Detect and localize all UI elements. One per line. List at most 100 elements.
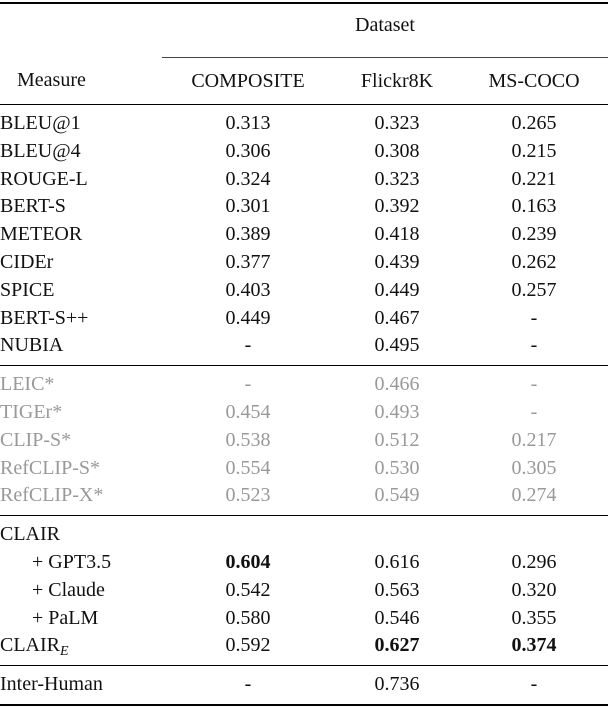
value-cell: 0.305: [511, 456, 557, 479]
dataset-group-header: Dataset: [162, 3, 608, 58]
value-cell: 0.554: [225, 456, 271, 479]
value-cell: 0.530: [374, 456, 420, 479]
measure-label: CLAIRE: [0, 634, 69, 660]
table-row: LEIC* - 0.466 -: [0, 366, 608, 399]
measure-label: NUBIA: [0, 334, 64, 357]
value-cell: -: [530, 400, 538, 423]
section-standard-measures: BLEU@1 0.313 0.323 0.265 BLEU@4 0.306 0.308 0.2…: [0, 105, 608, 366]
table-row: RefCLIP-X* 0.523 0.549 0.274: [0, 482, 608, 515]
value-cell: 0.215: [511, 139, 557, 162]
value-cell: -: [530, 306, 538, 329]
value-cell: 0.449: [225, 306, 271, 329]
value-cell: 0.306: [225, 139, 271, 162]
table-row: SPICE 0.403 0.449 0.257: [0, 277, 608, 305]
value-cell: 0.301: [225, 195, 271, 218]
measure-label: + Claude: [32, 578, 105, 601]
measure-label: + GPT3.5: [32, 550, 112, 573]
value-cell: 0.449: [374, 278, 420, 301]
table-row: + Claude 0.542 0.563 0.320: [0, 577, 608, 605]
value-cell: 0.377: [225, 250, 271, 273]
table-row: NUBIA - 0.495 -: [0, 332, 608, 365]
measure-label: + PaLM: [32, 606, 99, 629]
value-cell: 0.512: [374, 428, 420, 451]
group-header-row: Dataset: [0, 3, 608, 58]
section-clair-measures: CLAIR + GPT3.5 0.604 0.616 0.296 + Claude 0.54…: [0, 515, 608, 666]
value-cell: 0.296: [511, 550, 557, 573]
value-cell: -: [530, 373, 538, 396]
table-row: CLAIR: [0, 516, 608, 549]
value-cell: 0.324: [225, 167, 271, 190]
value-cell: 0.418: [374, 223, 420, 246]
value-cell: 0.454: [225, 400, 271, 423]
value-cell: 0.549: [374, 484, 420, 507]
value-cell: 0.313: [225, 112, 271, 134]
table-header: Dataset Measure COMPOSITE Flickr8K MS-CO…: [0, 3, 608, 105]
section-inter-human: Inter-Human - 0.736 -: [0, 665, 608, 705]
value-cell: 0.542: [225, 578, 271, 601]
table-row: TIGEr* 0.454 0.493 -: [0, 399, 608, 427]
measure-label: Inter-Human: [0, 673, 103, 696]
value-cell: 0.736: [374, 673, 420, 696]
value-cell: 0.221: [511, 167, 557, 190]
measure-label: LEIC*: [0, 373, 55, 396]
table-row: CLIP-S* 0.538 0.512 0.217: [0, 427, 608, 455]
value-cell: 0.439: [374, 250, 420, 273]
measure-label: BERT-S: [0, 195, 66, 218]
value-cell: 0.403: [225, 278, 271, 301]
table-row: CLAIRE 0.592 0.627 0.374: [0, 632, 608, 665]
measure-label: METEOR: [0, 223, 83, 246]
measure-label: CIDEr: [0, 250, 54, 273]
table-row: METEOR 0.389 0.418 0.239: [0, 221, 608, 249]
value-cell: 0.262: [511, 250, 557, 273]
value-cell: 0.580: [225, 606, 271, 629]
value-cell: 0.466: [374, 373, 420, 396]
table-row: BLEU@1 0.313 0.323 0.265: [0, 105, 608, 138]
value-cell: 0.320: [511, 578, 557, 601]
value-cell: 0.392: [374, 195, 420, 218]
value-cell: 0.374: [511, 634, 557, 657]
value-cell: 0.389: [225, 223, 271, 246]
column-header-row: Measure COMPOSITE Flickr8K MS-COCO: [0, 57, 608, 105]
table-row: + PaLM 0.580 0.546 0.355: [0, 605, 608, 633]
value-cell: -: [530, 673, 538, 696]
value-cell: [460, 516, 608, 549]
table-row: Inter-Human - 0.736 -: [0, 666, 608, 705]
column-header-mscoco: MS-COCO: [460, 57, 608, 105]
table-row: BLEU@4 0.306 0.308 0.215: [0, 138, 608, 166]
measure-label: SPICE: [0, 278, 55, 301]
value-cell: 0.239: [511, 223, 557, 246]
value-cell: 0.592: [225, 634, 271, 657]
value-cell: -: [530, 334, 538, 357]
value-cell: 0.257: [511, 278, 557, 301]
measure-label: ROUGE-L: [0, 167, 88, 190]
value-cell: 0.265: [511, 112, 557, 134]
table-row: RefCLIP-S* 0.554 0.530 0.305: [0, 455, 608, 483]
measure-label: BERT-S++: [0, 306, 89, 329]
value-cell: 0.616: [374, 550, 420, 573]
measure-label: CLAIR: [0, 523, 60, 546]
value-cell: [162, 516, 334, 549]
measure-label: RefCLIP-X*: [0, 484, 104, 507]
value-cell: 0.323: [374, 112, 420, 134]
measure-label: BLEU@4: [0, 139, 81, 162]
value-cell: 0.274: [511, 484, 557, 507]
value-cell: -: [244, 334, 252, 357]
value-cell: 0.323: [374, 167, 420, 190]
value-cell: 0.493: [374, 400, 420, 423]
value-cell: 0.467: [374, 306, 420, 329]
value-cell: 0.308: [374, 139, 420, 162]
value-cell: 0.523: [225, 484, 271, 507]
table-row: BERT-S++ 0.449 0.467 -: [0, 305, 608, 333]
measure-label: RefCLIP-S*: [0, 456, 100, 479]
value-cell: -: [244, 373, 252, 396]
value-cell: 0.495: [374, 334, 420, 357]
value-cell: 0.627: [374, 634, 420, 657]
table-row: + GPT3.5 0.604 0.616 0.296: [0, 549, 608, 577]
value-cell: 0.217: [511, 428, 557, 451]
table-row: CIDEr 0.377 0.439 0.262: [0, 249, 608, 277]
value-cell: 0.604: [225, 550, 271, 573]
value-cell: 0.538: [225, 428, 271, 451]
empty-corner-cell: [0, 3, 162, 58]
